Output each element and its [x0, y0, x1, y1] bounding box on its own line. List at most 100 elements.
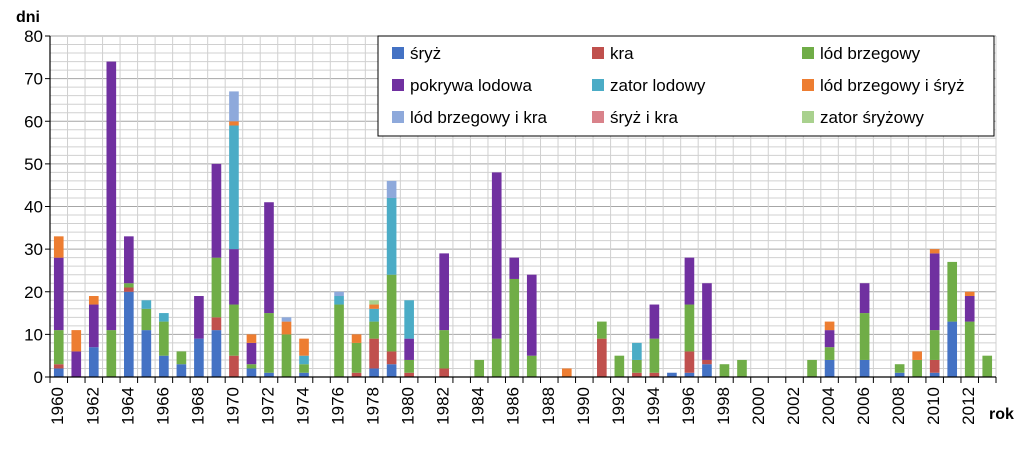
legend-swatch: [392, 111, 404, 123]
bar-segment: [509, 278, 520, 377]
x-tick-label: 1980: [399, 387, 418, 425]
legend-swatch: [592, 47, 604, 59]
bar-segment: [929, 253, 940, 331]
y-tick-label: 30: [24, 240, 43, 259]
bar-segment: [88, 296, 99, 305]
bar-segment: [964, 296, 975, 322]
bar-segment: [702, 283, 712, 360]
x-tick-label: 1990: [574, 387, 593, 425]
bar-segment: [684, 304, 695, 352]
x-tick-label: 1986: [504, 387, 523, 425]
bar-segment: [597, 321, 607, 339]
bar-segment: [632, 372, 642, 377]
y-tick-label: 60: [24, 112, 43, 131]
bar-segment: [211, 257, 222, 318]
bar-segment: [141, 308, 152, 331]
x-tick-label: 2010: [924, 387, 943, 425]
bar-segment: [229, 249, 239, 305]
x-tick-label: 2002: [784, 387, 803, 425]
bar-segment: [159, 355, 169, 377]
bar-segment: [299, 355, 309, 365]
legend-swatch: [392, 47, 404, 59]
x-tick-label: 1970: [223, 387, 242, 425]
bar-segment: [667, 372, 677, 377]
legend-label: śryż i kra: [610, 108, 679, 127]
bar-segment: [194, 296, 204, 339]
legend-label: kra: [610, 44, 634, 63]
bar-segment: [124, 291, 134, 377]
bar-segment: [106, 61, 117, 331]
bar-segment: [404, 300, 414, 339]
bar-segment: [491, 172, 502, 339]
x-tick-label: 1982: [434, 387, 453, 425]
bar-segment: [964, 321, 975, 377]
legend-swatch: [592, 111, 604, 123]
bar-segment: [526, 355, 537, 377]
legend-label: lód brzegowy: [820, 44, 921, 63]
bar-segment: [246, 368, 257, 377]
x-tick-label: 1960: [48, 387, 67, 425]
bar-segment: [929, 249, 940, 254]
x-tick-labels: 1960 1962 1964 1966 1968 1970 1972 1974 1976 1978…: [48, 387, 978, 425]
bar-segment: [176, 364, 187, 377]
x-tick-label: 1998: [714, 387, 733, 425]
bar-segment: [439, 368, 449, 377]
bar-segment: [88, 347, 99, 377]
bar-segment: [491, 338, 502, 377]
bar-segment: [351, 334, 362, 343]
legend-label: lód brzegowy i kra: [410, 108, 548, 127]
x-tick-label: 1966: [153, 387, 172, 425]
bar-segment: [439, 253, 449, 331]
bar-segment: [807, 359, 817, 377]
bar-segment: [369, 338, 379, 369]
bar-segment: [439, 330, 449, 369]
x-axis-label: rok: [989, 406, 1014, 423]
bar-segment: [281, 334, 292, 377]
bar-segment: [211, 317, 222, 331]
y-tick-label: 40: [24, 198, 43, 217]
bars: [53, 61, 993, 377]
bar-segment: [894, 372, 905, 377]
bar-segment: [281, 317, 292, 322]
bar-segment: [859, 283, 870, 314]
bar-segment: [369, 304, 379, 309]
bar-segment: [229, 121, 239, 126]
bar-segment: [737, 359, 747, 377]
bar-segment: [684, 372, 695, 377]
bar-segment: [824, 359, 835, 377]
bar-segment: [386, 274, 397, 352]
bar-segment: [929, 359, 940, 373]
legend-box: [377, 35, 995, 137]
bar-segment: [912, 351, 922, 360]
bar-segment: [702, 364, 712, 377]
bar-segment: [912, 359, 922, 377]
bar-segment: [299, 338, 309, 356]
bar-segment: [632, 342, 642, 360]
x-tick-label: 2012: [959, 387, 978, 425]
bar-segment: [474, 359, 485, 377]
bar-segment: [124, 287, 134, 292]
bar-segment: [386, 180, 397, 198]
bar-segment: [299, 364, 309, 373]
bar-segment: [351, 342, 362, 373]
bar-segment: [929, 372, 940, 377]
bar-segment: [264, 313, 274, 373]
bar-segment: [964, 291, 975, 297]
bar-segment: [334, 296, 344, 305]
bar-segment: [404, 372, 414, 377]
bar-segment: [53, 368, 64, 377]
bar-segment: [509, 257, 520, 279]
bar-segment: [386, 364, 397, 377]
legend-label: pokrywa lodowa: [410, 76, 532, 95]
bar-segment: [649, 304, 660, 339]
x-tick-label: 1968: [188, 387, 207, 425]
bar-segment: [264, 202, 274, 314]
y-tick-label: 10: [24, 325, 43, 344]
legend: śryż kra lód brzegowy pokrywa lodowa zator l…: [377, 35, 995, 137]
x-tick-label: 2004: [819, 387, 838, 425]
bar-segment: [159, 321, 169, 356]
legend-swatch: [802, 79, 814, 91]
bar-segment: [88, 304, 99, 348]
bar-segment: [369, 368, 379, 377]
bar-segment: [176, 351, 187, 365]
